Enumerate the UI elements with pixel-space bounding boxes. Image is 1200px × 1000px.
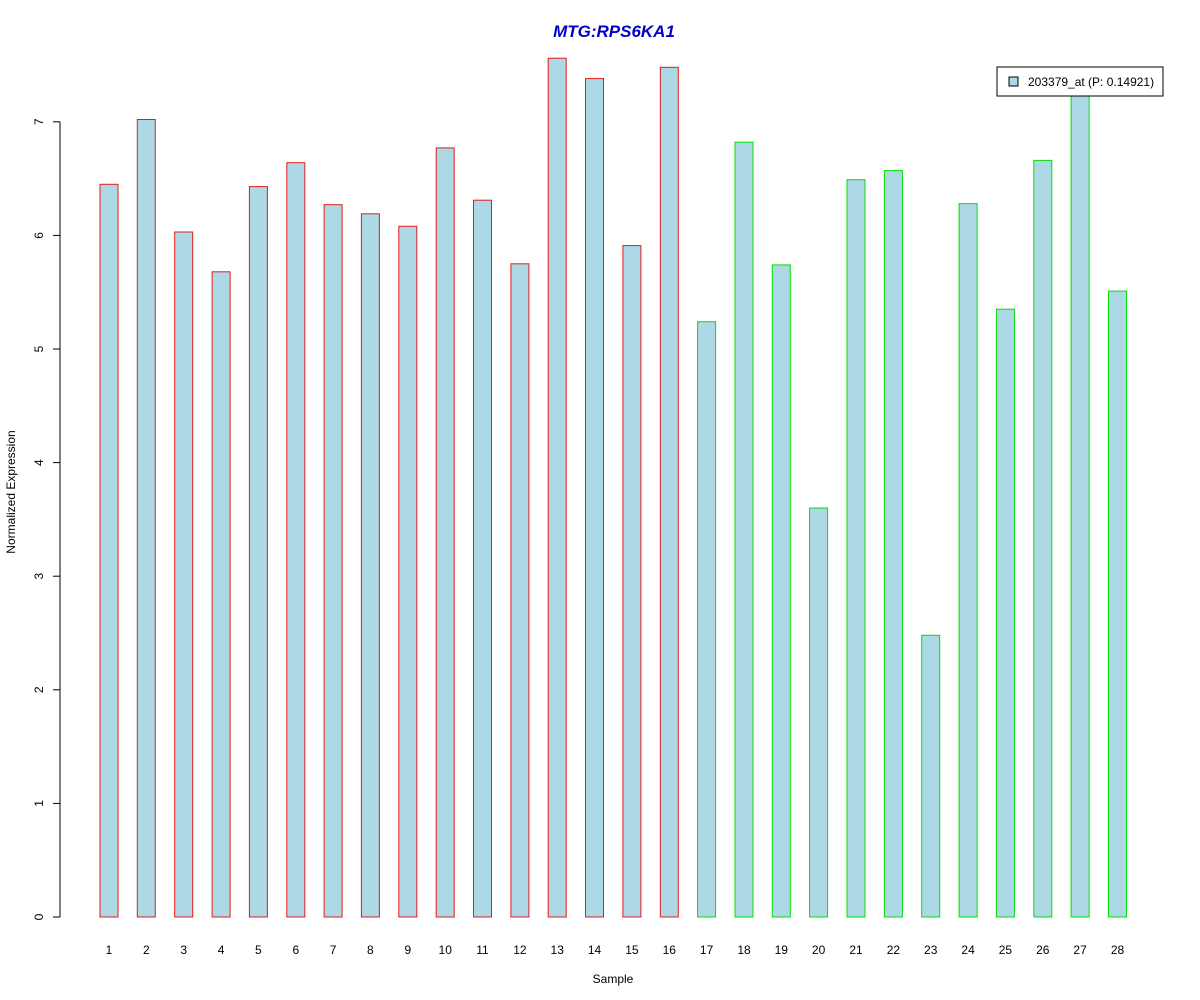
bar-sample-15 — [622, 245, 642, 918]
x-tick-label: 23 — [924, 943, 938, 957]
bar-sample-26 — [1033, 159, 1053, 918]
legend-label: 203379_at (P: 0.14921) — [1028, 75, 1154, 89]
x-tick-label: 13 — [551, 943, 565, 957]
legend: 203379_at (P: 0.14921) — [996, 66, 1164, 97]
bar-sample-10 — [435, 147, 455, 918]
x-tick-label: 26 — [1036, 943, 1050, 957]
bar-sample-17 — [697, 321, 717, 918]
y-tick-label: 6 — [32, 232, 46, 239]
bar-sample-25 — [995, 308, 1015, 918]
x-tick-label: 18 — [737, 943, 751, 957]
y-tick-label: 4 — [32, 459, 46, 466]
x-tick-label: 22 — [887, 943, 901, 957]
bar-sample-16 — [659, 66, 679, 918]
bar-sample-18 — [734, 141, 754, 918]
bar-sample-5 — [248, 186, 268, 918]
bar-sample-6 — [286, 162, 306, 918]
y-tick-label: 7 — [32, 118, 46, 125]
x-tick-label: 4 — [218, 943, 225, 957]
x-tick-label: 15 — [625, 943, 639, 957]
x-tick-label: 20 — [812, 943, 826, 957]
bar-sample-11 — [473, 199, 492, 918]
bar-sample-21 — [846, 179, 866, 918]
bar-sample-7 — [323, 204, 343, 918]
x-axis-label: Sample — [593, 972, 634, 986]
y-tick-label: 3 — [32, 573, 46, 580]
x-tick-label: 10 — [439, 943, 453, 957]
x-tick-label: 1 — [106, 943, 113, 957]
x-tick-label: 14 — [588, 943, 602, 957]
x-tick-label: 9 — [404, 943, 411, 957]
x-tick-label: 24 — [961, 943, 975, 957]
bars-group — [99, 57, 1127, 918]
bar-sample-19 — [771, 264, 791, 918]
legend-box — [996, 66, 1164, 97]
bar-sample-14 — [585, 78, 604, 918]
x-tick-label: 21 — [849, 943, 863, 957]
bar-sample-27 — [1070, 87, 1090, 918]
x-tick-label: 3 — [180, 943, 187, 957]
y-axis: 0 1 2 3 4 5 6 7 — [32, 118, 61, 920]
x-tick-label: 8 — [367, 943, 374, 957]
x-tick-label: 7 — [330, 943, 337, 957]
chart-title: MTG:RPS6KA1 — [553, 22, 675, 41]
bar-sample-4 — [211, 271, 231, 918]
x-tick-label: 6 — [292, 943, 299, 957]
x-tick-label: 17 — [700, 943, 714, 957]
bar-sample-22 — [883, 170, 903, 918]
bar-sample-23 — [921, 634, 941, 918]
x-tick-label: 5 — [255, 943, 262, 957]
x-tick-label: 27 — [1073, 943, 1087, 957]
x-tick-label: 12 — [513, 943, 527, 957]
y-tick-label: 1 — [32, 800, 46, 807]
bar-sample-9 — [398, 225, 418, 918]
x-tick-label: 16 — [663, 943, 677, 957]
x-tick-labels: 1 2 3 4 5 6 7 8 9 10 11 12 13 14 15 16 17 18 19 20 21 22 23 24 2… — [106, 943, 1125, 957]
bar-sample-20 — [809, 507, 829, 918]
y-axis-label: Normalized Expression — [4, 430, 18, 553]
y-tick-label: 5 — [32, 345, 46, 352]
x-tick-label: 2 — [143, 943, 150, 957]
x-tick-label: 19 — [775, 943, 789, 957]
bar-sample-24 — [958, 203, 978, 918]
y-tick-label: 2 — [32, 686, 46, 693]
bar-sample-1 — [99, 183, 119, 918]
bar-sample-13 — [547, 57, 567, 918]
legend-swatch — [1008, 76, 1019, 87]
x-tick-label: 11 — [476, 943, 489, 957]
bar-sample-28 — [1108, 290, 1127, 918]
bar-sample-12 — [510, 263, 530, 918]
bar-sample-3 — [174, 231, 194, 918]
bar-sample-8 — [360, 213, 380, 918]
y-tick-label: 0 — [32, 913, 46, 920]
x-tick-label: 25 — [999, 943, 1013, 957]
x-tick-label: 28 — [1111, 943, 1125, 957]
bar-sample-2 — [136, 119, 156, 918]
